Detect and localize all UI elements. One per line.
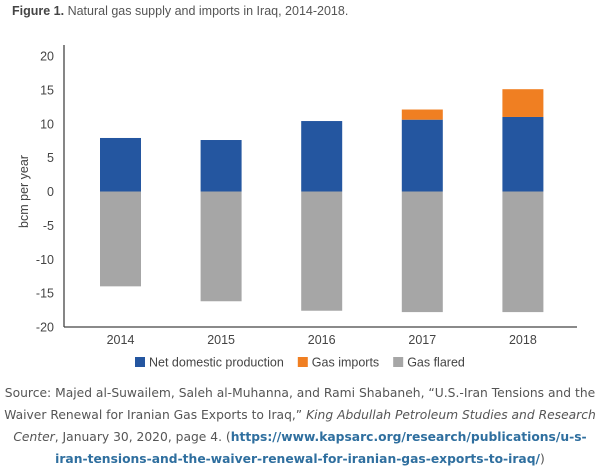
source-publisher: King Abdullah Petroleum Studies and Rese… [13,408,596,444]
bar-net-domestic-production-2017 [401,119,443,192]
bars-group [100,89,544,313]
legend-label: Net domestic production [149,356,284,370]
legend-swatch-net-domestic-production [135,357,145,367]
figure-caption: Natural gas supply and imports in Iraq, … [67,4,349,18]
x-tick-label: 2018 [509,333,537,347]
bar-net-domestic-production-2015 [200,140,242,192]
source-prefix: Source: Majed al-Suwailem, Saleh al-Muha… [4,386,596,422]
bar-net-domestic-production-2016 [301,121,343,192]
x-tick-label: 2017 [408,333,436,347]
bar-gas-flared-2016 [301,191,343,311]
bar-gas-imports-2017 [401,109,443,120]
source-suffix: ) [540,452,545,466]
y-tick-label: 10 [40,117,54,131]
legend-swatch-gas-flared [393,357,404,367]
bar-gas-flared-2018 [502,191,544,313]
y-tick-label: 0 [47,185,54,199]
y-tick-label: -20 [36,321,54,335]
y-tick-label: 15 [40,83,54,97]
y-tick-label: -10 [36,253,54,267]
figure-label: Figure 1. [12,4,65,18]
x-tick-label: 2015 [207,333,235,347]
source-link[interactable]: https://www.kapsarc.org/research/publica… [55,430,587,466]
legend-label: Gas flared [407,356,465,370]
legend-swatch-gas-imports [297,357,308,367]
source-date-page: , January 30, 2020, page 4. ( [54,430,231,444]
y-tick-label: 20 [40,50,54,64]
legend-label: Gas imports [312,356,379,370]
bar-gas-flared-2015 [200,191,242,302]
x-tick-label: 2016 [308,333,336,347]
bar-gas-flared-2014 [100,191,141,287]
y-tick-label: 5 [47,151,54,165]
source-citation: Source: Majed al-Suwailem, Saleh al-Muha… [0,382,600,470]
bar-gas-imports-2018 [502,89,544,117]
y-axis-label: bcm per year [17,155,31,228]
bar-net-domestic-production-2014 [100,137,141,192]
y-tick-label: -5 [43,219,54,233]
bar-net-domestic-production-2018 [502,116,544,192]
figure-title: Figure 1. Natural gas supply and imports… [12,4,348,18]
y-tick-label: -15 [36,287,54,301]
bar-gas-flared-2017 [401,191,443,313]
legend: Net domestic production Gas imports Gas fl… [135,356,465,370]
x-tick-label: 2014 [107,333,135,347]
